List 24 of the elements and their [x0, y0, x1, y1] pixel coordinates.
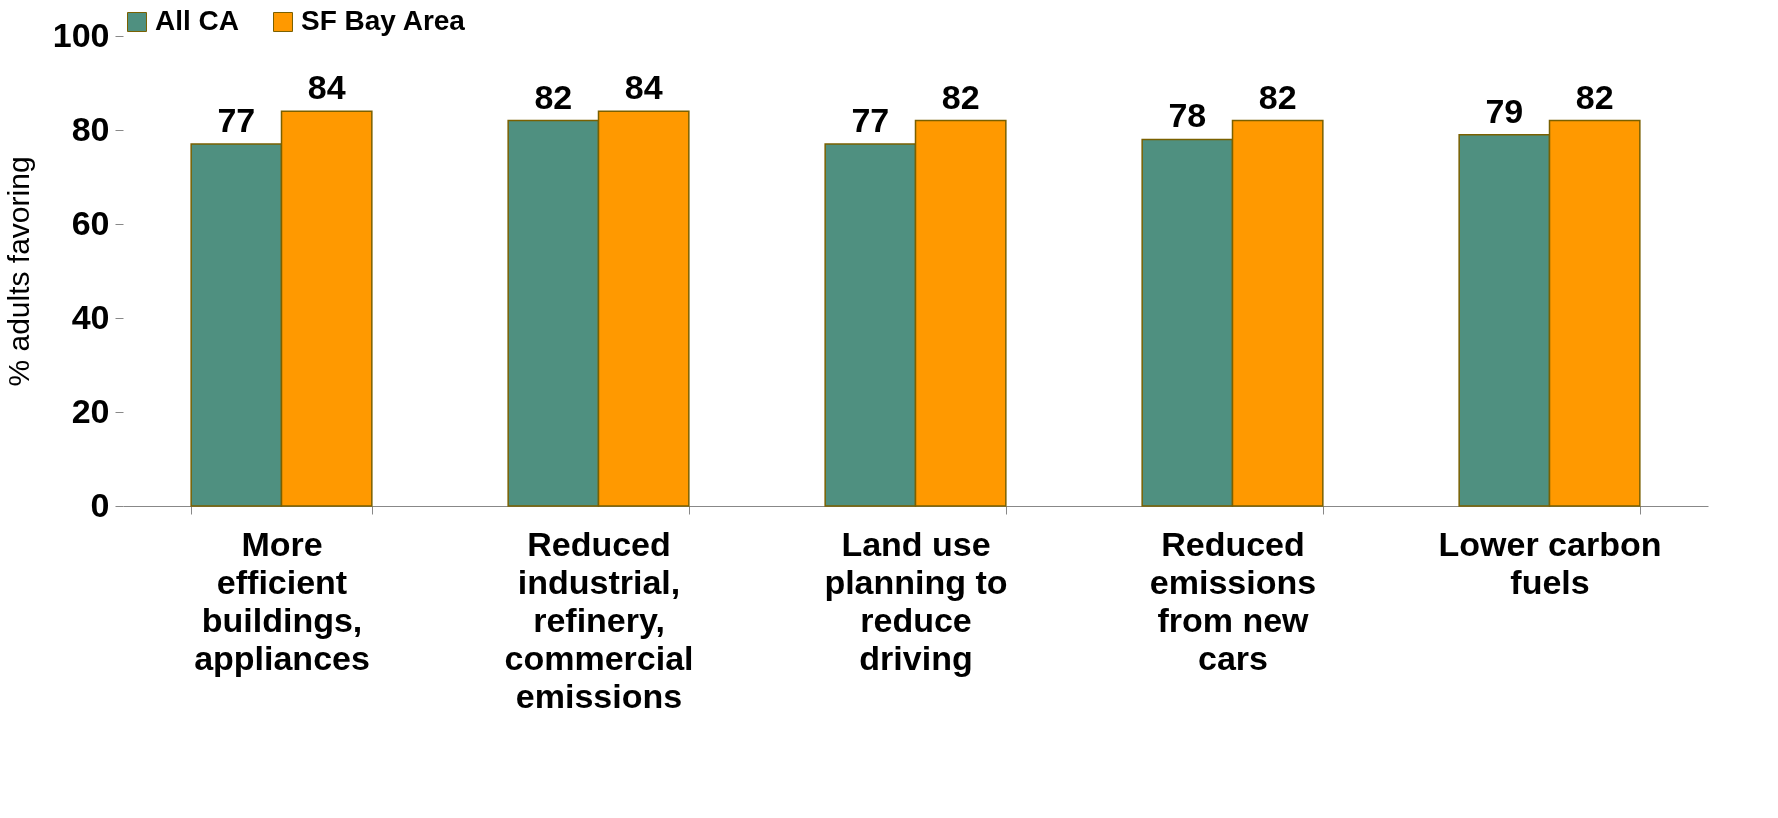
- y-tick-label: 40: [71, 297, 110, 336]
- data-label: 79: [1485, 91, 1524, 130]
- legend-label: SF Bay Area: [301, 5, 466, 36]
- x-tick-label: Land use planning to reduce driving: [824, 524, 1008, 677]
- y-tick-label: 0: [90, 485, 110, 524]
- x-tick-label: Reduced industrial, refinery, commercial emissions: [504, 524, 694, 715]
- data-label: 84: [624, 68, 663, 107]
- x-tick-label: Reduced emissions from new cars: [1149, 524, 1317, 677]
- data-label: 82: [1575, 77, 1614, 116]
- data-label: 77: [851, 101, 890, 140]
- y-axis-title: % adults favoring: [1, 156, 35, 387]
- data-label: 82: [941, 77, 980, 116]
- data-label: 78: [1168, 96, 1207, 135]
- y-tick-label: 100: [52, 15, 110, 54]
- y-tick-label: 20: [71, 391, 110, 430]
- y-tick-label: 80: [71, 109, 110, 148]
- legend-label: All CA: [155, 5, 239, 36]
- x-tick-label: More efficient buildings, appliances: [194, 524, 370, 677]
- data-label: 84: [307, 68, 346, 107]
- y-tick-label: 60: [71, 203, 110, 242]
- data-label: 82: [534, 77, 573, 116]
- data-label: 82: [1258, 77, 1297, 116]
- x-tick-label: Lower carbon fuels: [1438, 524, 1662, 601]
- data-label: 77: [217, 101, 256, 140]
